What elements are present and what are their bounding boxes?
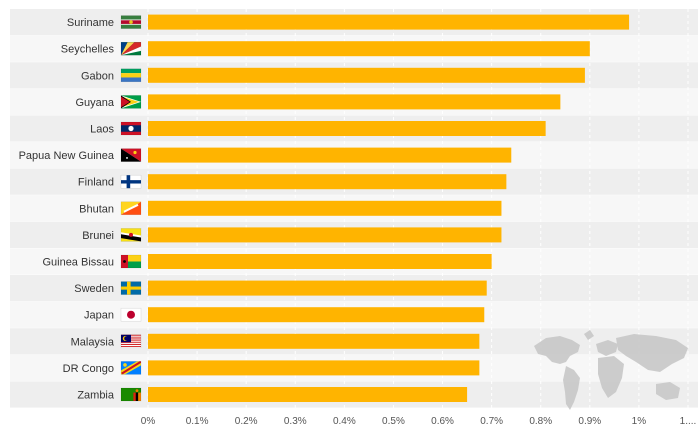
world-map-icon	[534, 330, 688, 410]
papua-new-guinea-flag	[120, 148, 142, 162]
x-tick-label: 0.7%	[480, 416, 503, 427]
x-tick-label: 0.1%	[186, 416, 209, 427]
x-tick-label: 0.6%	[431, 416, 454, 427]
bar[interactable]	[148, 14, 630, 30]
finland-flag	[120, 174, 142, 189]
bar[interactable]	[148, 387, 468, 402]
bar[interactable]	[148, 41, 590, 57]
x-tick-label: 0.9%	[578, 416, 601, 427]
malaysia-flag	[120, 334, 142, 349]
japan-flag	[120, 307, 142, 322]
x-tick-label: 0.8%	[529, 416, 552, 427]
flags	[120, 15, 142, 402]
gabon-flag	[120, 68, 142, 83]
category-label: Bhutan	[79, 203, 114, 215]
bar[interactable]	[148, 121, 546, 136]
bars	[148, 14, 630, 402]
category-label: Guyana	[75, 97, 114, 109]
bar[interactable]	[148, 227, 502, 243]
bar[interactable]	[148, 67, 585, 83]
bar[interactable]	[148, 333, 480, 349]
x-tick-label: 0.2%	[235, 416, 258, 427]
category-label: Sweden	[74, 283, 114, 295]
x-tick-label: 0.3%	[284, 416, 307, 427]
bar[interactable]	[148, 280, 487, 296]
x-tick-label: 0%	[141, 416, 156, 427]
guinea-bissau-flag	[120, 254, 142, 269]
category-label: Finland	[78, 177, 114, 189]
bar[interactable]	[148, 254, 492, 269]
bar[interactable]	[148, 200, 502, 216]
category-label: Suriname	[67, 17, 114, 29]
x-tick-label: 1%	[632, 416, 647, 427]
category-label: Laos	[90, 124, 114, 136]
category-label: Japan	[84, 310, 114, 322]
x-tick-label: 0.4%	[333, 416, 356, 427]
bar[interactable]	[148, 174, 507, 190]
x-tick-label: 0.5%	[382, 416, 405, 427]
bar[interactable]	[148, 147, 512, 163]
guyana-flag	[120, 95, 142, 109]
x-tick-label: 1....	[680, 416, 697, 427]
category-label: Gabon	[81, 70, 114, 82]
sweden-flag	[120, 281, 142, 295]
bhutan-flag	[120, 201, 142, 216]
category-label: Brunei	[82, 230, 114, 242]
category-label: Zambia	[77, 390, 115, 402]
category-label: Seychelles	[61, 44, 115, 56]
bar[interactable]	[148, 307, 485, 323]
category-label: Papua New Guinea	[19, 150, 115, 162]
brunei-flag	[120, 228, 142, 242]
suriname-flag	[120, 15, 142, 29]
bar[interactable]	[148, 94, 561, 110]
x-axis-ticks: 0% 0.1% 0.2% 0.3% 0.4% 0.5% 0.6% 0.7% 0.8% 0.9% 1%…	[141, 416, 697, 427]
laos-flag	[120, 121, 142, 136]
seychelles-flag	[120, 41, 142, 56]
category-label: Guinea Bissau	[42, 257, 114, 269]
category-labels: Suriname Seychelles Gabon Guyana Laos Papua N…	[19, 17, 115, 401]
bar[interactable]	[148, 360, 480, 376]
category-label: DR Congo	[63, 363, 114, 375]
category-label: Malaysia	[71, 336, 115, 348]
dr-congo-flag	[120, 361, 142, 375]
zambia-flag	[120, 387, 142, 402]
